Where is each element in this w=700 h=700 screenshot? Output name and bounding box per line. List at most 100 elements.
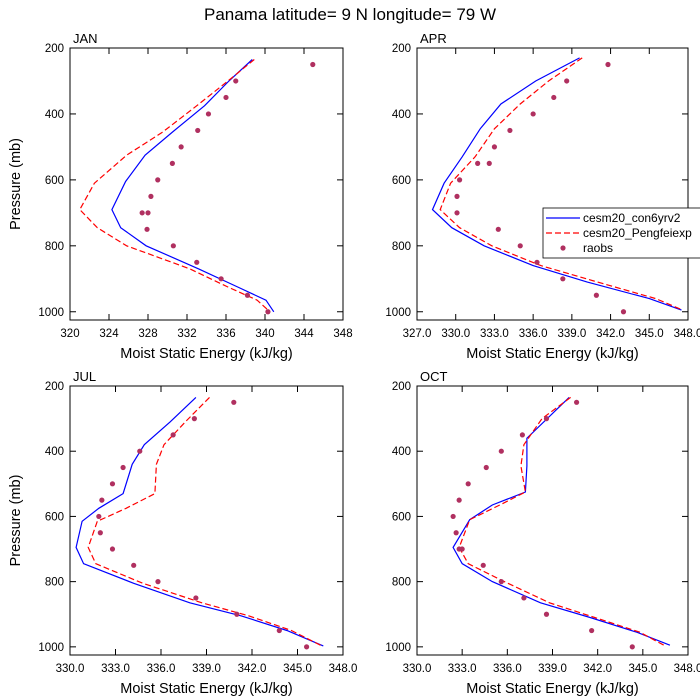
raobs-point xyxy=(454,210,460,216)
raobs-point xyxy=(97,530,103,536)
x-axis-title: Moist Static Energy (kJ/kg) xyxy=(120,346,292,362)
y-tick-label: 200 xyxy=(392,381,411,393)
raobs-point xyxy=(144,226,150,232)
cesm20_Pengfeiexp-line xyxy=(439,57,684,311)
raobs-point xyxy=(454,193,460,199)
raobs-point xyxy=(491,144,498,150)
y-tick-label: 1000 xyxy=(385,642,411,654)
raobs-point xyxy=(620,309,627,315)
x-tick-label: 327.0 xyxy=(403,328,432,340)
x-tick-label: 342.0 xyxy=(238,663,267,675)
raobs-point xyxy=(465,481,471,487)
raobs-point xyxy=(170,432,176,438)
raobs-point xyxy=(543,611,550,617)
raobs-point xyxy=(459,546,465,552)
raobs-point xyxy=(194,259,200,265)
x-tick-label: 320 xyxy=(60,328,79,340)
x-tick-label: 336 xyxy=(216,328,235,340)
raobs-point xyxy=(450,513,456,520)
x-tick-label: 339.0 xyxy=(192,663,221,675)
raobs-point xyxy=(265,309,271,315)
y-axis-title: Pressure (mb) xyxy=(8,475,24,567)
raobs-point xyxy=(453,530,459,536)
figure-title: Panama latitude= 9 N longitude= 79 W xyxy=(204,5,496,24)
raobs-point xyxy=(169,160,175,166)
x-tick-label: 345.0 xyxy=(635,328,664,340)
x-tick-label: 336.0 xyxy=(493,663,522,675)
raobs-point xyxy=(495,226,501,232)
x-tick-label: 332 xyxy=(177,328,196,340)
raobs-point xyxy=(218,276,224,282)
raobs-point xyxy=(551,94,557,101)
raobs-point xyxy=(139,210,145,216)
x-tick-label: 348.0 xyxy=(674,663,700,675)
y-tick-label: 200 xyxy=(45,381,64,393)
x-tick-label: 333.0 xyxy=(448,663,477,675)
raobs-point xyxy=(244,292,251,298)
raobs-point xyxy=(543,416,550,422)
raobs-point xyxy=(480,562,486,568)
cesm20_con6yrv2-line xyxy=(75,396,324,647)
y-tick-label: 400 xyxy=(392,446,411,458)
cesm20_con6yrv2-line xyxy=(111,59,275,313)
raobs-point xyxy=(517,243,523,249)
x-tick-label: 344 xyxy=(294,328,314,340)
raobs-point xyxy=(178,144,184,150)
raobs-point xyxy=(304,644,310,650)
raobs-point xyxy=(573,399,580,405)
panel-jan: JAN 320 324 328 332 336 340 344 348 200 400 600 800 1… xyxy=(8,31,353,362)
raobs-point xyxy=(96,513,102,520)
raobs-point xyxy=(195,127,201,134)
x-tick-label: 333.0 xyxy=(101,663,130,675)
cesm20_con6yrv2-line xyxy=(431,57,682,311)
raobs-point xyxy=(193,595,199,601)
raobs-point xyxy=(170,243,176,249)
y-tick-label: 1000 xyxy=(38,642,64,654)
raobs-point xyxy=(109,481,116,487)
x-tick-label: 348 xyxy=(333,328,352,340)
x-tick-label: 348.0 xyxy=(674,328,700,340)
panel-jul: JUL 330.0 333.0 336.0 339.0 342.0 345.0 348.0 20… xyxy=(8,369,357,697)
raobs-point xyxy=(498,448,504,454)
y-tick-label: 600 xyxy=(45,175,64,187)
raobs-point xyxy=(120,464,126,471)
raobs-point xyxy=(223,94,229,101)
cesm20_Pengfeiexp-line xyxy=(87,396,323,647)
raobs-point xyxy=(498,579,504,585)
y-tick-label: 600 xyxy=(392,175,411,187)
raobs-point xyxy=(629,644,635,650)
raobs-point xyxy=(231,399,237,405)
x-tick-label: 330.0 xyxy=(56,663,85,675)
x-axis-title: Moist Static Energy (kJ/kg) xyxy=(120,681,292,697)
raobs-point xyxy=(155,177,161,183)
y-tick-label: 800 xyxy=(392,241,411,253)
raobs-point xyxy=(530,111,536,117)
x-tick-label: 345.0 xyxy=(283,663,312,675)
y-tick-label: 200 xyxy=(45,43,64,55)
raobs-point xyxy=(564,78,570,84)
raobs-point xyxy=(483,464,489,471)
x-tick-label: 333.0 xyxy=(480,328,509,340)
panel-label: APR xyxy=(420,31,447,46)
y-tick-label: 800 xyxy=(45,241,64,253)
y-tick-label: 1000 xyxy=(38,307,64,319)
raobs-point xyxy=(521,595,527,601)
raobs-point xyxy=(205,111,212,117)
x-tick-label: 342.0 xyxy=(583,663,612,675)
x-tick-label: 348.0 xyxy=(329,663,358,675)
x-axis-title: Moist Static Energy (kJ/kg) xyxy=(466,681,638,697)
plot-frame xyxy=(69,47,344,321)
plot-frame xyxy=(69,385,344,656)
x-tick-label: 339.0 xyxy=(557,328,586,340)
y-tick-label: 1000 xyxy=(385,307,411,319)
panel-label: JUL xyxy=(73,369,96,384)
raobs-point xyxy=(155,579,161,585)
x-tick-label: 330.0 xyxy=(403,663,432,675)
x-tick-label: 342.0 xyxy=(596,328,625,340)
raobs-point xyxy=(234,611,240,617)
y-tick-label: 400 xyxy=(392,109,411,121)
raobs-point xyxy=(99,497,105,503)
y-tick-label: 600 xyxy=(392,511,411,523)
